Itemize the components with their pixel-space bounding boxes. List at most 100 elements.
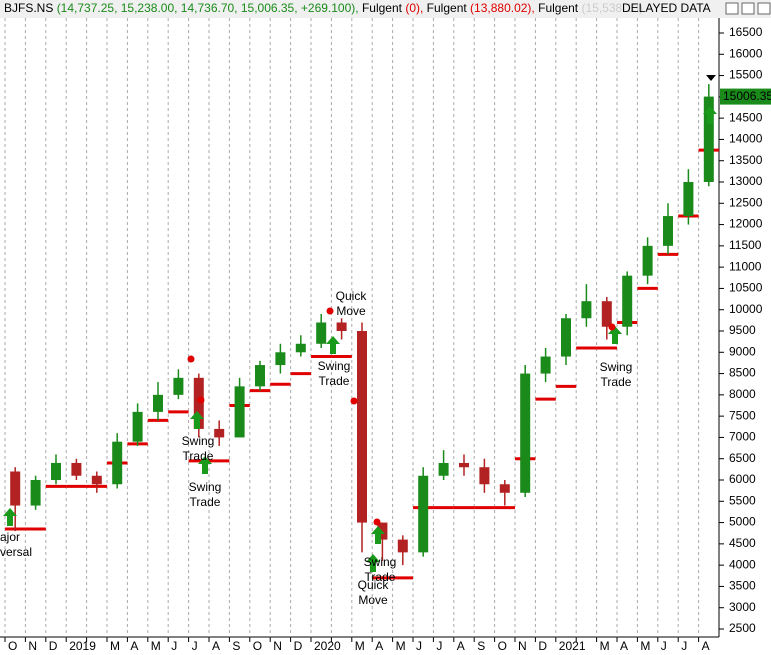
annotation: Trade [183, 449, 214, 463]
candle-body [30, 480, 41, 506]
candle-body [51, 462, 61, 480]
buy-arrow [371, 526, 385, 544]
buy-arrow [326, 336, 340, 354]
y-tick-label: 10500 [729, 281, 763, 295]
x-tick-label: M [640, 639, 650, 653]
x-tick-label: D [294, 639, 303, 653]
y-tick-label: 5000 [729, 515, 756, 529]
candle-body [275, 352, 286, 366]
buy-arrow [190, 411, 204, 429]
y-tick-label: 12500 [729, 195, 763, 209]
candle-body [357, 331, 367, 523]
y-tick-label: 8500 [729, 366, 756, 380]
annotation: Trade [319, 374, 350, 388]
last-price-label: 15006.35 [723, 89, 771, 103]
y-tick-label: 15500 [729, 68, 763, 82]
candle-body [622, 275, 633, 327]
x-tick-label: S [477, 639, 485, 653]
candle-body [479, 467, 490, 485]
header-text: BJFS.NS (14,737.25, 15,238.00, 14,736.70… [4, 1, 643, 15]
annotation: versal [0, 545, 32, 559]
candle-body [663, 216, 673, 246]
close-button[interactable] [757, 2, 771, 15]
indicator-name: Fulgent [362, 1, 403, 15]
x-tick-label: O [498, 639, 507, 653]
indicator-value: (13,880.02), [470, 1, 535, 15]
annotation: Quick [358, 578, 390, 592]
candle-body [581, 301, 592, 319]
annotation: Swing [189, 480, 222, 494]
y-tick-label: 7500 [729, 408, 756, 422]
buy-arrow [366, 554, 380, 572]
candle-body [561, 318, 571, 357]
candle-body [540, 356, 551, 374]
indicator-name: Fulgent [427, 1, 468, 15]
annotation: Trade [601, 375, 632, 389]
maximize-button[interactable] [741, 2, 755, 15]
y-tick-label: 11000 [729, 259, 762, 273]
x-tick-label: 2020 [314, 639, 341, 653]
candle-body [132, 411, 143, 442]
x-tick-label: M [396, 639, 406, 653]
x-tick-label: J [661, 639, 667, 653]
y-tick-label: 14000 [729, 132, 763, 146]
candle-body [683, 182, 694, 217]
annotation: Trade [365, 570, 396, 584]
x-tick-label: 2019 [69, 639, 96, 653]
candle-body [153, 394, 163, 412]
candle-body [336, 322, 347, 331]
status: DELAYED DATA [622, 1, 711, 15]
annotation: Swing [364, 555, 397, 569]
x-tick-label: J [192, 639, 198, 653]
x-tick-label: O [8, 639, 17, 653]
y-tick-label: 3000 [729, 600, 756, 614]
x-tick-label: J [681, 639, 687, 653]
candle-body [438, 462, 449, 476]
y-tick-label: 9000 [729, 344, 756, 358]
y-tick-label: 11500 [729, 238, 762, 252]
sell-dot [608, 323, 616, 331]
y-tick-label: 4000 [729, 557, 756, 571]
x-tick-label: M [151, 639, 161, 653]
y-tick-label: 10000 [729, 302, 763, 316]
annotation: Swing [600, 360, 633, 374]
candle-body [214, 428, 225, 438]
annotation: Swing [318, 359, 351, 373]
buy-arrow [198, 456, 212, 474]
candle-body [703, 96, 714, 182]
y-tick-label: 6500 [729, 451, 756, 465]
x-tick-label: A [212, 639, 220, 653]
candle-body [459, 462, 469, 468]
y-tick-label: 14500 [729, 110, 763, 124]
minimize-button[interactable] [725, 2, 739, 15]
annotation: ajor [0, 530, 20, 544]
y-tick-label: 8000 [729, 387, 756, 401]
x-tick-label: N [28, 639, 37, 653]
y-tick-label: 9500 [729, 323, 756, 337]
annotation: Move [336, 304, 366, 318]
y-tick-label: 13500 [729, 153, 763, 167]
x-tick-label: A [375, 639, 383, 653]
indicator-value: (15,538.13) [581, 1, 642, 15]
y-tick-label: 12000 [729, 217, 763, 231]
x-tick-label: A [130, 639, 138, 653]
x-tick-label: D [538, 639, 547, 653]
x-tick-label: D [49, 639, 58, 653]
y-tick-label: 2500 [729, 621, 756, 635]
annotation: Trade [190, 495, 221, 509]
x-tick-label: S [232, 639, 240, 653]
candle-body [316, 322, 327, 344]
sell-dot [350, 397, 358, 405]
last-price-tag [720, 88, 771, 105]
candle-body [112, 441, 123, 485]
title-bar [0, 0, 771, 18]
annotation: Quick [336, 289, 368, 303]
quote: (14,737.25, 15,238.00, 14,736.70, 15,006… [57, 1, 359, 15]
candle-body [520, 373, 531, 493]
sell-marker [706, 75, 716, 81]
candle-body [295, 343, 306, 353]
sell-dot [197, 396, 205, 404]
x-tick-label: J [171, 639, 177, 653]
x-tick-label: M [355, 639, 365, 653]
